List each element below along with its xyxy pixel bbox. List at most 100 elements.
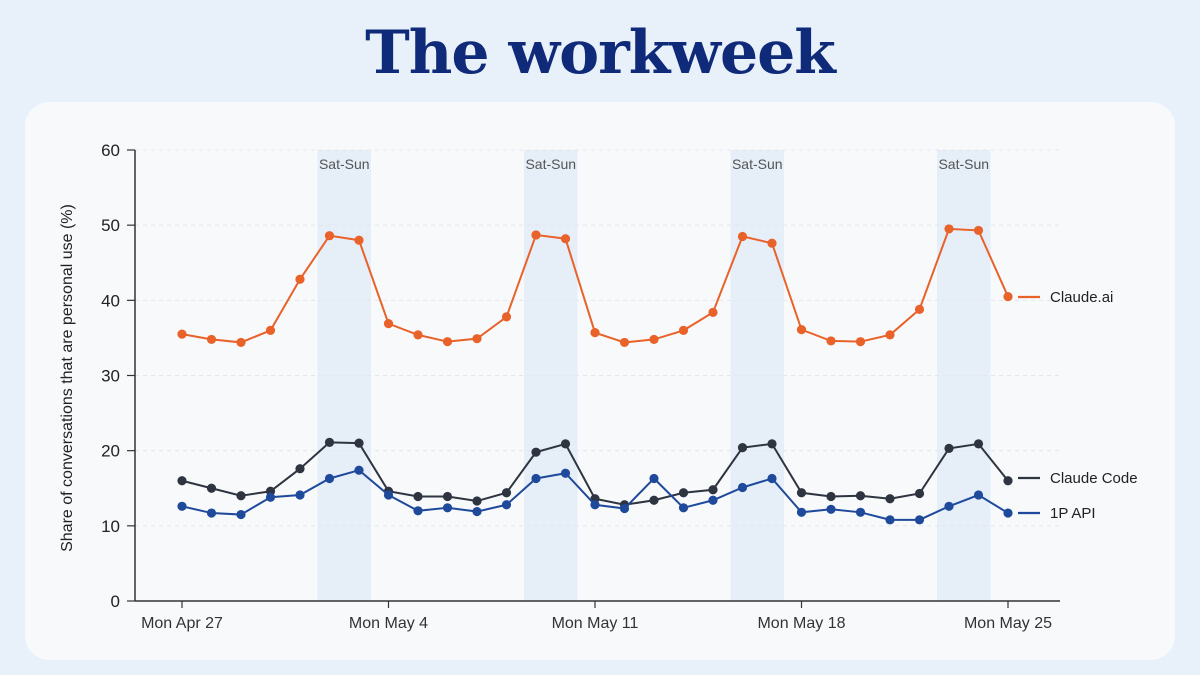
data-point bbox=[885, 494, 895, 504]
legend: Claude.ai Claude Code 1P API bbox=[1018, 289, 1138, 522]
data-point bbox=[796, 488, 807, 498]
legend-label: 1P API bbox=[1050, 505, 1096, 522]
data-point bbox=[265, 325, 276, 335]
y-axis-label: Share of conversations that are personal… bbox=[59, 204, 76, 552]
data-point bbox=[973, 439, 984, 449]
data-point bbox=[826, 336, 836, 346]
weekend-band-label: Sat-Sun bbox=[732, 156, 783, 172]
data-point bbox=[944, 224, 954, 234]
data-point bbox=[826, 504, 836, 514]
y-tick-label: 60 bbox=[101, 141, 120, 160]
series-line bbox=[181, 227, 1009, 344]
data-point bbox=[1003, 476, 1013, 486]
data-point bbox=[855, 507, 866, 517]
data-point bbox=[560, 234, 571, 244]
data-point bbox=[236, 337, 246, 348]
data-point bbox=[560, 439, 571, 449]
data-point bbox=[767, 439, 777, 449]
y-ticks: 0 10 20 30 40 50 60 bbox=[101, 141, 135, 611]
data-point bbox=[383, 319, 394, 329]
series-1p-api bbox=[177, 465, 1013, 525]
data-point bbox=[177, 329, 187, 339]
data-point bbox=[413, 491, 423, 502]
data-point bbox=[885, 515, 895, 525]
data-point bbox=[206, 334, 217, 345]
weekend-band-label: Sat-Sun bbox=[938, 156, 989, 172]
page-title: The workweek bbox=[365, 18, 836, 88]
x-tick-label: Mon May 25 bbox=[964, 615, 1052, 632]
data-point bbox=[236, 491, 246, 501]
data-point bbox=[442, 503, 453, 513]
data-point bbox=[413, 330, 423, 340]
data-point bbox=[649, 473, 659, 484]
data-point bbox=[531, 473, 541, 484]
data-point bbox=[177, 476, 187, 486]
y-tick-label: 0 bbox=[111, 592, 120, 611]
weekend-band-label: Sat-Sun bbox=[319, 156, 370, 172]
data-point bbox=[354, 465, 364, 475]
data-point bbox=[206, 483, 217, 493]
data-point bbox=[796, 507, 807, 517]
data-point bbox=[767, 238, 777, 248]
weekend-band-label: Sat-Sun bbox=[525, 156, 576, 172]
data-point bbox=[619, 503, 630, 514]
y-tick-label: 30 bbox=[101, 367, 120, 386]
data-point bbox=[944, 443, 954, 454]
data-point bbox=[531, 230, 541, 240]
data-point bbox=[944, 501, 954, 511]
legend-label: Claude Code bbox=[1050, 470, 1138, 487]
y-tick-label: 10 bbox=[101, 517, 120, 536]
data-point bbox=[206, 508, 217, 518]
data-point bbox=[501, 500, 512, 510]
data-point bbox=[472, 334, 482, 344]
data-point bbox=[885, 330, 895, 340]
legend-label: Claude.ai bbox=[1050, 289, 1113, 306]
data-point bbox=[767, 473, 777, 484]
data-point bbox=[1003, 508, 1013, 518]
data-point bbox=[619, 337, 630, 348]
data-point bbox=[295, 274, 305, 284]
y-tick-label: 20 bbox=[101, 442, 120, 461]
data-point bbox=[442, 491, 453, 502]
data-point bbox=[324, 437, 335, 447]
data-point bbox=[236, 509, 246, 520]
data-point bbox=[678, 503, 689, 513]
y-tick-label: 50 bbox=[101, 216, 120, 235]
data-point bbox=[914, 515, 925, 525]
data-point bbox=[708, 485, 718, 495]
data-point bbox=[796, 325, 807, 335]
x-ticks: Mon Apr 27 Mon May 4 Mon May 11 Mon May 18 M… bbox=[141, 601, 1052, 632]
data-point bbox=[826, 491, 836, 502]
data-point bbox=[649, 334, 659, 345]
data-point bbox=[708, 495, 718, 505]
series-group bbox=[177, 224, 1013, 525]
data-point bbox=[413, 506, 423, 516]
x-tick-label: Mon Apr 27 bbox=[141, 615, 223, 632]
data-point bbox=[649, 495, 659, 505]
data-point bbox=[383, 490, 394, 500]
grid-lines bbox=[135, 149, 1060, 527]
data-point bbox=[590, 500, 600, 510]
data-point bbox=[354, 438, 364, 448]
y-tick-label: 40 bbox=[101, 291, 120, 310]
series-claude-ai bbox=[177, 224, 1013, 348]
data-point bbox=[354, 235, 364, 245]
data-point bbox=[265, 492, 276, 502]
data-point bbox=[560, 468, 571, 478]
data-point bbox=[973, 490, 984, 500]
data-point bbox=[678, 488, 689, 498]
data-point bbox=[472, 496, 482, 506]
data-point bbox=[855, 491, 866, 501]
data-point bbox=[737, 231, 748, 242]
data-point bbox=[708, 307, 718, 317]
data-point bbox=[442, 337, 453, 347]
data-point bbox=[973, 225, 984, 236]
data-point bbox=[1003, 291, 1013, 302]
x-tick-label: Mon May 18 bbox=[757, 615, 845, 632]
data-point bbox=[531, 447, 541, 457]
data-point bbox=[324, 231, 335, 241]
data-point bbox=[177, 501, 187, 511]
data-point bbox=[737, 482, 748, 493]
x-tick-label: Mon May 4 bbox=[349, 615, 428, 632]
